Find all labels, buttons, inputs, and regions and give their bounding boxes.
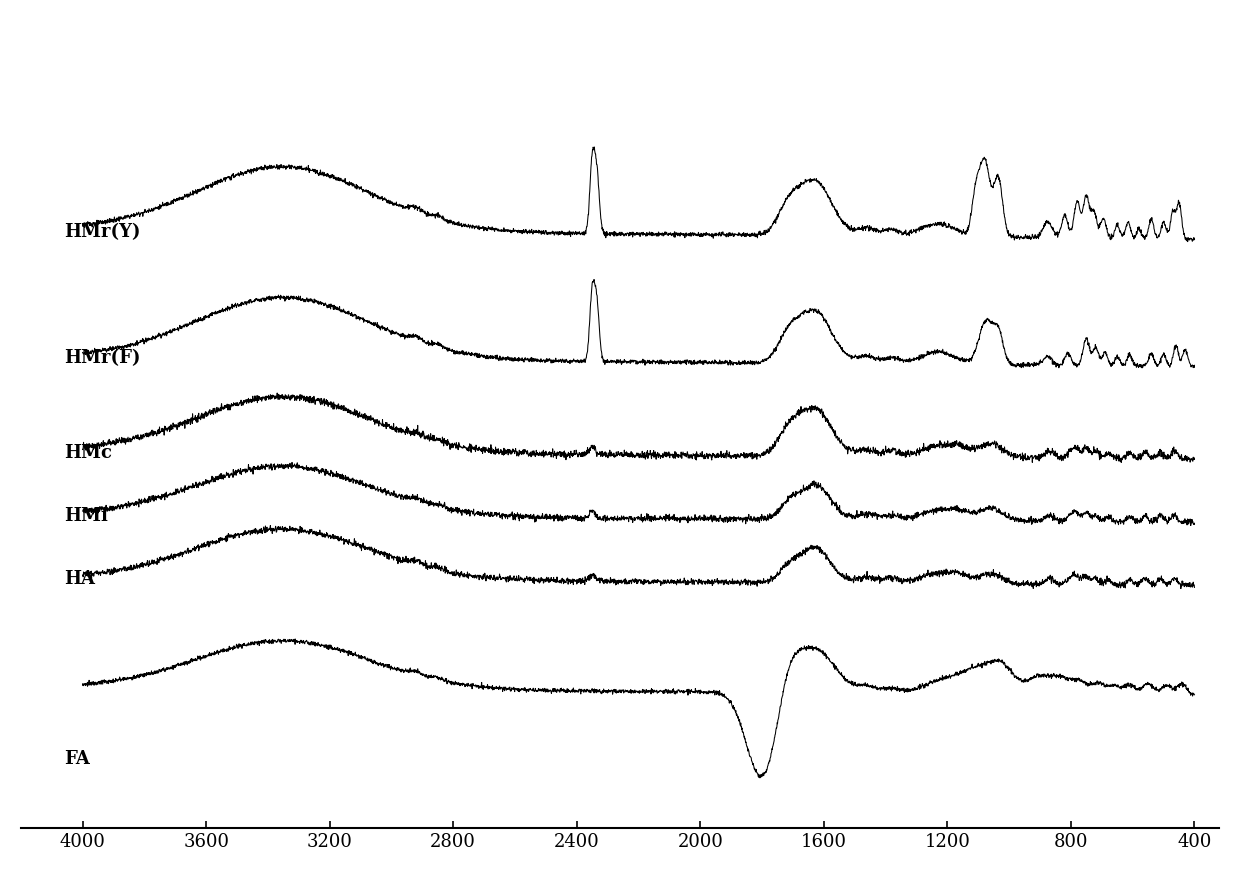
Text: HA: HA [64,570,95,588]
Text: HMc: HMc [64,444,112,462]
Text: HMr(F): HMr(F) [64,350,140,367]
Text: HMr(Y): HMr(Y) [64,223,140,242]
Text: HMi: HMi [64,507,108,525]
Text: FA: FA [64,750,91,768]
